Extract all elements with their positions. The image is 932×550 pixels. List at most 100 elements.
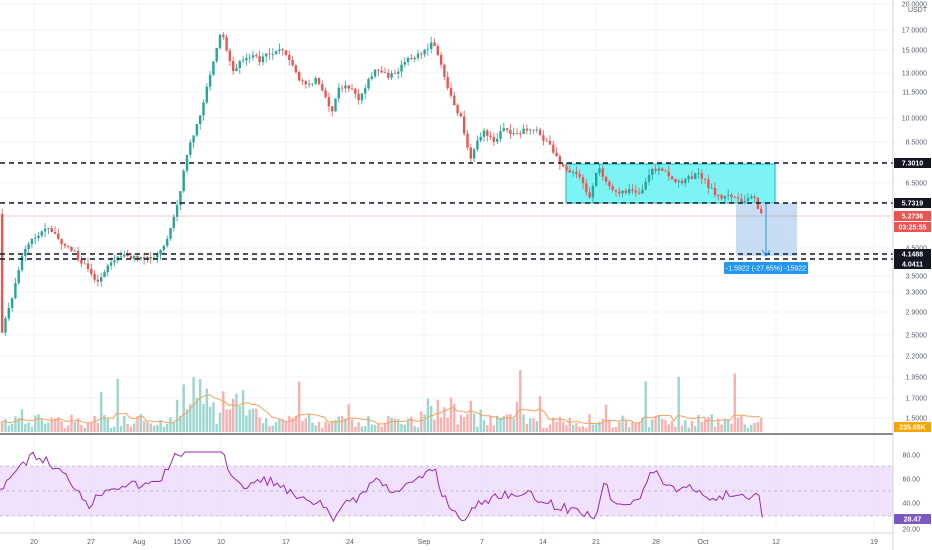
volume-bar <box>502 415 505 432</box>
volume-bar <box>476 426 479 432</box>
candle-body <box>542 135 545 141</box>
candle-body <box>545 140 548 142</box>
volume-bar <box>281 419 284 432</box>
candle-body <box>694 173 697 179</box>
volume-bar <box>690 420 694 432</box>
date-tick-label: 12 <box>772 539 780 546</box>
consolidation-box[interactable] <box>565 163 776 204</box>
volume-bar <box>238 406 241 432</box>
time-axis-ticks[interactable]: 20 27 Aug 15:00 10 17 24 Sep 7 14 21 28 Oct 12 19 <box>30 539 878 546</box>
price-tick-label: 3.5000 <box>906 274 928 281</box>
volume-bar <box>472 413 476 432</box>
volume-bar <box>27 422 30 432</box>
candle-body <box>278 49 281 51</box>
volume-bar <box>479 409 482 432</box>
price-badge <box>894 249 931 259</box>
volume-bar <box>446 417 449 432</box>
candle-body <box>476 140 479 150</box>
candle-body <box>406 57 410 63</box>
volume-bar <box>611 427 614 432</box>
volume-bar <box>505 414 509 432</box>
volume-bar <box>106 417 109 432</box>
volume-bar <box>538 396 542 432</box>
candle-body <box>720 194 723 199</box>
candle-body <box>4 318 7 333</box>
volume-bar <box>387 415 390 432</box>
volume-bar <box>129 426 133 432</box>
candle-body <box>304 81 307 85</box>
volume-bar <box>156 424 159 432</box>
candle-body <box>397 71 400 74</box>
volume-bar <box>661 418 664 432</box>
candle-body <box>393 73 397 75</box>
volume-bar <box>298 381 301 432</box>
candle-body <box>298 72 301 81</box>
volume-bar <box>736 417 740 432</box>
volume-bar <box>301 420 304 432</box>
candle-body <box>136 256 139 259</box>
price-tick-label: 2.2000 <box>906 354 928 361</box>
volume-bar <box>142 421 146 432</box>
candle-body <box>492 136 496 142</box>
volume-bar <box>288 416 291 432</box>
volume-bar <box>489 415 492 432</box>
candle-body <box>192 135 195 143</box>
candle-body <box>96 279 100 282</box>
volume-bar <box>195 397 199 432</box>
candle-body <box>624 190 628 193</box>
volume-bar <box>687 427 690 432</box>
candle-body <box>426 48 430 50</box>
volume-bar <box>515 401 519 432</box>
candle-body <box>707 179 710 188</box>
candle-body <box>14 283 17 299</box>
volume-bar <box>152 425 156 432</box>
candle-body <box>70 246 73 252</box>
date-tick-label: 14 <box>539 539 547 546</box>
candle-body <box>47 227 50 229</box>
candle-body <box>403 62 406 65</box>
volume-bar <box>225 409 228 432</box>
date-tick-label: Sep <box>418 539 431 546</box>
volume-bar <box>334 419 337 432</box>
volume-bar <box>730 423 733 432</box>
support-resistance-lines[interactable] <box>0 162 893 260</box>
volume-bar <box>340 416 344 432</box>
candle-body <box>357 93 360 101</box>
candle-body <box>142 257 146 259</box>
volume-bar <box>218 412 222 432</box>
candle-body <box>67 245 70 247</box>
candle-body <box>604 176 608 182</box>
candle-body <box>400 64 403 72</box>
date-tick-label: 19 <box>870 539 878 546</box>
volume-bar <box>360 426 364 432</box>
volume-bar <box>149 423 152 432</box>
volume-bar <box>40 419 43 432</box>
candle-body <box>433 42 436 47</box>
candle-body <box>37 235 40 239</box>
volume-bar <box>753 422 756 432</box>
volume-bar <box>760 417 763 432</box>
volume-bar <box>575 423 578 432</box>
candle-body <box>50 227 53 232</box>
volume-bar <box>172 421 175 432</box>
price-badge-text: 28.47 <box>904 517 922 524</box>
volume-bar <box>608 420 611 432</box>
candle-body <box>274 50 278 54</box>
candle-body <box>86 263 90 269</box>
volume-bar <box>439 417 443 432</box>
volume-bar <box>449 397 453 432</box>
candle-body <box>420 53 423 55</box>
rsi-axis-ticks[interactable]: 80.00 60.00 40.00 20.00 <box>902 453 920 534</box>
volume-bar <box>433 419 436 432</box>
candle-body <box>106 265 109 273</box>
volume-bar <box>743 424 746 432</box>
volume-bar <box>469 400 472 432</box>
volume-bar <box>552 417 555 432</box>
volume-bar <box>522 414 525 432</box>
volume-bar <box>274 422 278 432</box>
candle-body <box>248 57 251 59</box>
volume-bar <box>713 426 717 432</box>
candle-body <box>489 135 492 137</box>
volume-bar <box>604 404 608 432</box>
